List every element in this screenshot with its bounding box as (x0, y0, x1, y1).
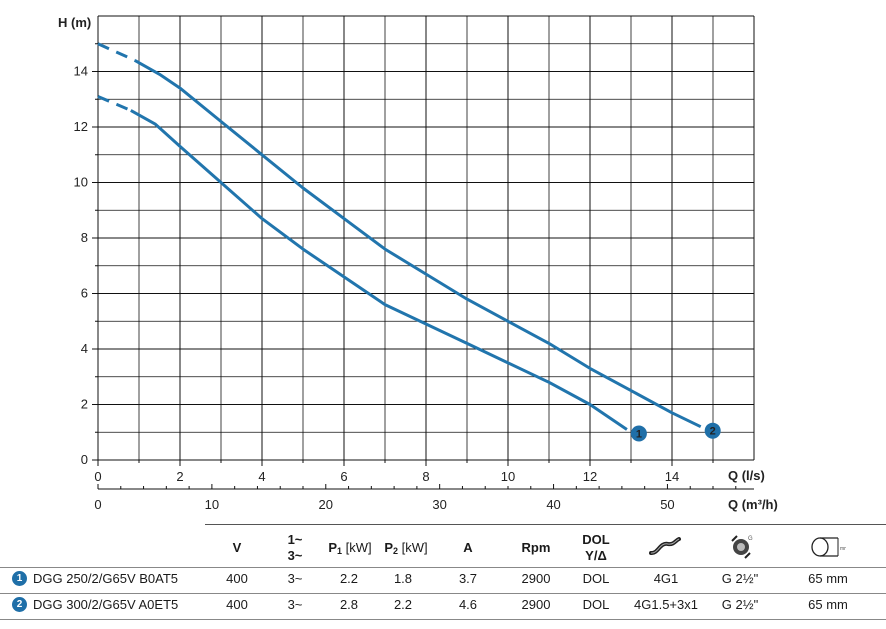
x-axis-title: Q (l/s) (728, 468, 765, 483)
outlet-cell: G 2½" (721, 571, 759, 586)
series-1-line (130, 109, 628, 431)
table-top-border (205, 524, 886, 525)
header-p2: P2 [kW] (384, 540, 428, 556)
current-cell: 3.7 (458, 571, 478, 586)
x-tick-label: 10 (501, 469, 515, 484)
table-row-divider (0, 619, 886, 620)
diameter-cell: 65 mm (808, 597, 848, 612)
x-tick-label: 14 (665, 469, 679, 484)
x2-axis-title: Q (m³/h) (728, 497, 778, 512)
rpm-cell: 2900 (521, 571, 551, 586)
cable-cell: 4G1.5+3x1 (634, 597, 698, 612)
y-axis-title: H (m) (58, 15, 91, 30)
model-cell: 1 DGG 250/2/G65V B0AT5 (12, 571, 178, 586)
curve-badge: 2 (12, 597, 27, 612)
header-dol-top: DOL (582, 532, 610, 547)
header-p1: P1 [kW] (328, 540, 372, 556)
voltage-cell: 400 (226, 571, 248, 586)
model-cell: 2 DGG 300/2/G65V A0ET5 (12, 597, 178, 612)
header-phase: 1~ 3~ (280, 532, 310, 564)
outlet-cell: G 2½" (721, 597, 759, 612)
x2-tick-label: 0 (94, 497, 101, 512)
header-phase-bottom: 3~ (287, 548, 303, 563)
table-row: 2 DGG 300/2/G65V A0ET5 400 3~ 2.8 2.2 4.6 2900 D… (0, 594, 886, 616)
model-name: DGG 250/2/G65V B0AT5 (33, 571, 178, 586)
start-cell: DOL (582, 571, 610, 586)
phase-cell: 3~ (287, 597, 303, 612)
x2-tick-label: 40 (546, 497, 560, 512)
series-1-end-marker (630, 425, 647, 442)
x-tick-label: 2 (176, 469, 183, 484)
pipe-diameter-icon: mm (811, 537, 846, 557)
cable-cell: 4G1 (653, 571, 679, 586)
table-header-divider (0, 567, 886, 568)
curve-badge: 1 (12, 571, 27, 586)
y-tick-label: 0 (81, 452, 88, 467)
header-rpm: Rpm (521, 540, 551, 555)
y-tick-label: 10 (74, 175, 88, 190)
header-voltage: V (232, 540, 242, 555)
x-tick-label: 6 (340, 469, 347, 484)
voltage-cell: 400 (226, 597, 248, 612)
diameter-cell: 65 mm (808, 571, 848, 586)
y-tick-label: 8 (81, 230, 88, 245)
p2-cell: 2.2 (393, 597, 413, 612)
y-tick-label: 2 (81, 397, 88, 412)
table-row: 1 DGG 250/2/G65V B0AT5 400 3~ 2.2 1.8 3.7 2900 D… (0, 568, 886, 590)
outlet-connection-icon: G (731, 535, 753, 559)
cable-icon (649, 537, 681, 555)
rpm-cell: 2900 (521, 597, 551, 612)
x-tick-label: 8 (422, 469, 429, 484)
series-1-label: 1 (636, 428, 642, 440)
x-tick-label: 12 (583, 469, 597, 484)
p1-cell: 2.8 (339, 597, 359, 612)
header-start: DOL Y/Δ (574, 532, 618, 564)
start-cell: DOL (582, 597, 610, 612)
header-dol-bottom: Y/Δ (585, 548, 607, 563)
y-tick-label: 6 (81, 286, 88, 301)
y-tick-label: 12 (74, 119, 88, 134)
x2-tick-label: 10 (205, 497, 219, 512)
x-tick-label: 0 (94, 469, 101, 484)
phase-cell: 3~ (287, 571, 303, 586)
x2-tick-label: 30 (432, 497, 446, 512)
x2-tick-label: 20 (319, 497, 333, 512)
series-2-end-marker (704, 422, 721, 439)
header-current: A (463, 540, 473, 555)
series-1-dashed-segment (97, 95, 132, 112)
series-2-line (134, 59, 702, 429)
current-cell: 4.6 (458, 597, 478, 612)
x2-tick-label: 50 (660, 497, 674, 512)
header-phase-top: 1~ (287, 532, 303, 547)
svg-text:mm: mm (840, 546, 846, 552)
y-tick-label: 14 (74, 64, 88, 79)
series-2-dashed-segment (97, 42, 136, 62)
p2-cell: 1.8 (393, 571, 413, 586)
p1-cell: 2.2 (339, 571, 359, 586)
y-tick-label: 4 (81, 341, 88, 356)
chart-grid (97, 15, 755, 461)
table-row-divider (0, 593, 886, 594)
series-2-label: 2 (710, 426, 716, 438)
x-tick-label: 4 (258, 469, 265, 484)
svg-text:G: G (748, 536, 753, 542)
model-name: DGG 300/2/G65V A0ET5 (33, 597, 179, 612)
